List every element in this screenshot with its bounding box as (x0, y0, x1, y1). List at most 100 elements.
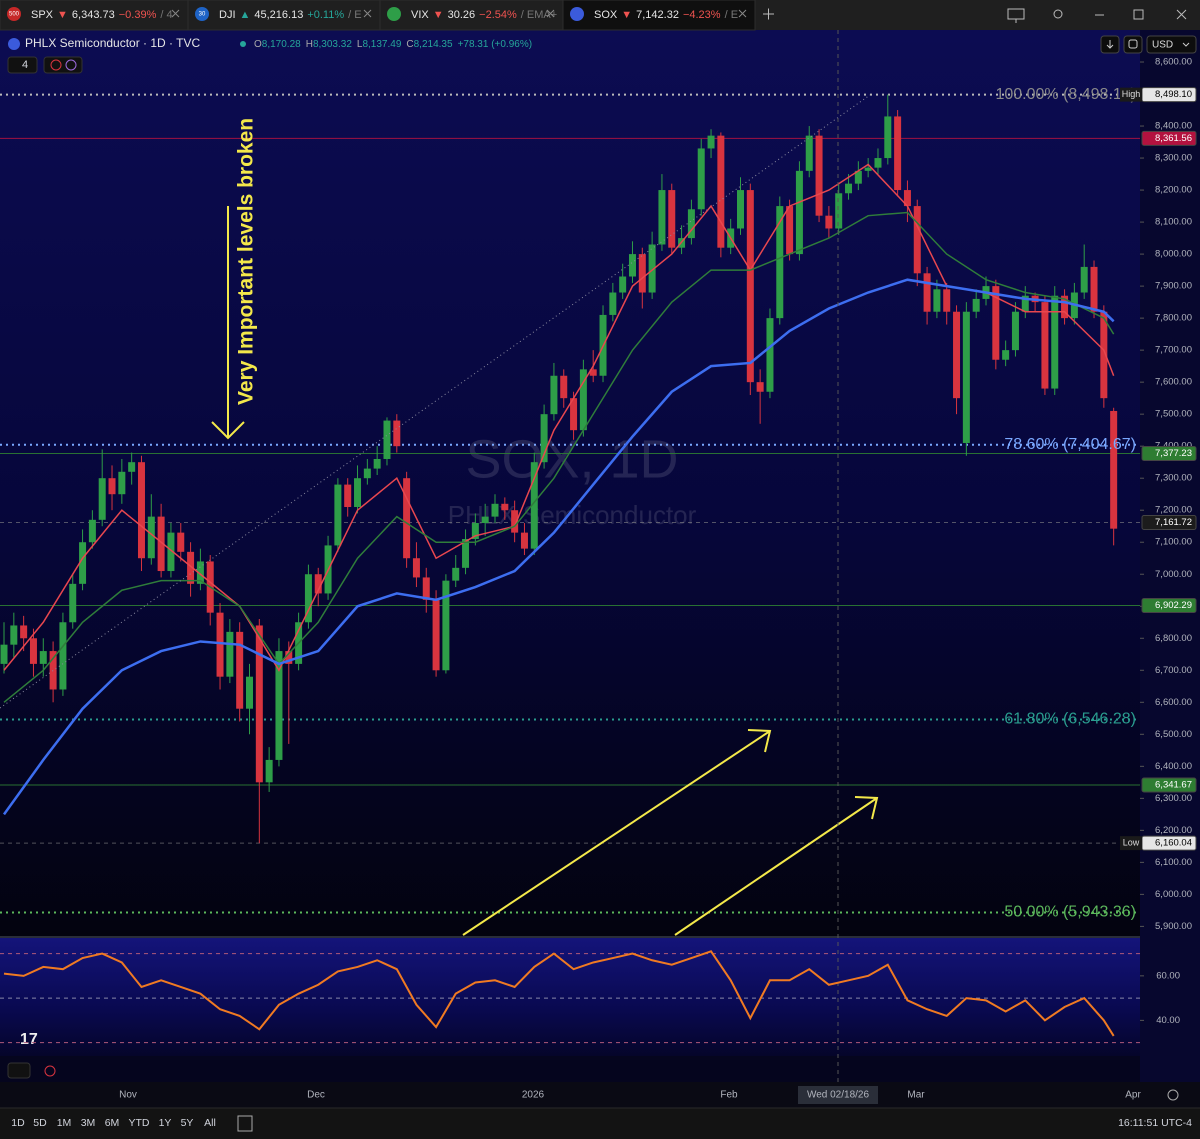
candle-body (913, 206, 921, 274)
header-title: PHLX Semiconductor · 1D · TVC (25, 36, 201, 50)
candle-body (511, 510, 519, 533)
range-button[interactable]: 5Y (181, 1117, 194, 1129)
candle-body (737, 190, 744, 229)
y-tick-label: 6,700.00 (1155, 665, 1192, 676)
y-tick-label: 5,900.00 (1155, 921, 1192, 932)
new-tab[interactable] (763, 8, 774, 20)
range-button[interactable]: 6M (105, 1117, 120, 1129)
y-tick-label: 6,100.00 (1155, 857, 1192, 868)
tab[interactable] (562, 0, 756, 31)
currency-select[interactable] (1146, 35, 1197, 54)
price-label: 6,902.29 (1155, 600, 1192, 611)
close[interactable] (1176, 9, 1187, 20)
range-button[interactable]: 1M (57, 1117, 72, 1129)
currency-caret (1182, 42, 1190, 47)
settings[interactable] (1167, 1089, 1179, 1101)
tab[interactable] (379, 0, 564, 31)
candle-body (422, 577, 430, 600)
candle-body (29, 638, 37, 664)
candle-body (756, 382, 764, 392)
y-tick-label: 7,100.00 (1155, 537, 1192, 548)
candle-body (825, 215, 833, 229)
tab-close[interactable] (171, 9, 180, 18)
price-label: 8,361.56 (1155, 133, 1192, 144)
range-button[interactable]: YTD (129, 1117, 150, 1129)
candle-body (10, 625, 18, 645)
y-tick-label: 7,800.00 (1155, 313, 1192, 324)
tab-rest: / 4 (160, 9, 172, 21)
candle-body (442, 580, 450, 671)
ohlc-key: C (406, 39, 413, 50)
status-dot (240, 41, 246, 47)
candle-body (20, 625, 28, 639)
tab-close[interactable] (363, 9, 372, 18)
range-button[interactable]: All (204, 1117, 216, 1129)
candle-body (648, 244, 656, 293)
ohlc-value: 8,303.32 (313, 39, 352, 50)
candle-body (668, 190, 676, 248)
ohlc-key: O (254, 39, 262, 50)
candle-body (579, 369, 587, 431)
tab-label: SOX ▼ 7,142.32 −4.23% / E (594, 9, 738, 21)
candle-body (491, 503, 499, 517)
tab-symbol: SOX (594, 9, 618, 21)
range-button[interactable]: 1Y (159, 1117, 172, 1129)
range-button[interactable]: 3M (81, 1117, 96, 1129)
price-label-box (1141, 777, 1197, 793)
calendar[interactable] (237, 1115, 253, 1132)
alerts-icon[interactable] (1053, 9, 1063, 19)
candle-body (795, 170, 803, 255)
time-label: Mar (907, 1090, 925, 1101)
candle-body (953, 311, 961, 399)
scroll-icon (1106, 40, 1114, 49)
maximize[interactable] (1133, 9, 1144, 20)
candle-body (147, 516, 155, 559)
tab[interactable] (187, 0, 381, 31)
candle-body (933, 289, 941, 312)
candle-body (1011, 311, 1019, 351)
candle-body (383, 420, 391, 459)
candle-body (1041, 302, 1049, 389)
candle-body (717, 135, 725, 248)
header-buttons: USD (1100, 35, 1197, 54)
candle-body (501, 503, 509, 511)
pane-alert[interactable] (44, 1065, 56, 1077)
y-tick-label: 8,100.00 (1155, 217, 1192, 228)
pane-footer (0, 1056, 1200, 1082)
ema-line (3, 211, 1115, 703)
candle-body (157, 516, 165, 572)
candle-body (1051, 295, 1059, 389)
price-label: 6,341.67 (1155, 780, 1192, 791)
tab-change: +0.11% (307, 9, 344, 21)
down-arrowhead (211, 421, 245, 440)
candle-body (962, 311, 970, 443)
candle-body (658, 190, 666, 245)
range-button[interactable]: 1D (11, 1117, 25, 1129)
price-axis (1140, 30, 1200, 1082)
tab-close[interactable] (738, 9, 747, 18)
clock: 16:11:51 UTC-4 (1118, 1117, 1192, 1129)
refresh-button[interactable] (1123, 35, 1143, 54)
range-button[interactable]: 5D (33, 1117, 47, 1129)
tab-rest: / EMA+ (521, 9, 557, 21)
candle-body (520, 532, 528, 549)
candle-body (0, 644, 8, 664)
price-tag-box (1120, 836, 1142, 851)
tab-close[interactable] (546, 9, 555, 18)
ohlc-change: +78.31 (+0.96%) (458, 39, 533, 50)
candle-body (128, 462, 136, 472)
y-tick-label: 8,600.00 (1155, 57, 1192, 68)
time-label: Nov (119, 1090, 137, 1101)
up-arrowhead (854, 796, 879, 820)
crosshair-date-box (798, 1086, 878, 1104)
candle-body (864, 167, 872, 171)
candle-body (638, 254, 646, 293)
indicator-toggle[interactable] (7, 56, 38, 74)
candle-body (246, 676, 253, 709)
pane-divider (0, 936, 1200, 938)
tab-price: 7,142.32 (636, 9, 679, 21)
tab-price: 30.26 (448, 9, 476, 21)
tab-label: SPX ▼ 6,343.73 −0.39%/ 4 (31, 9, 173, 21)
pane-collapse[interactable] (7, 1062, 31, 1079)
tab-symbol: VIX (411, 9, 429, 21)
